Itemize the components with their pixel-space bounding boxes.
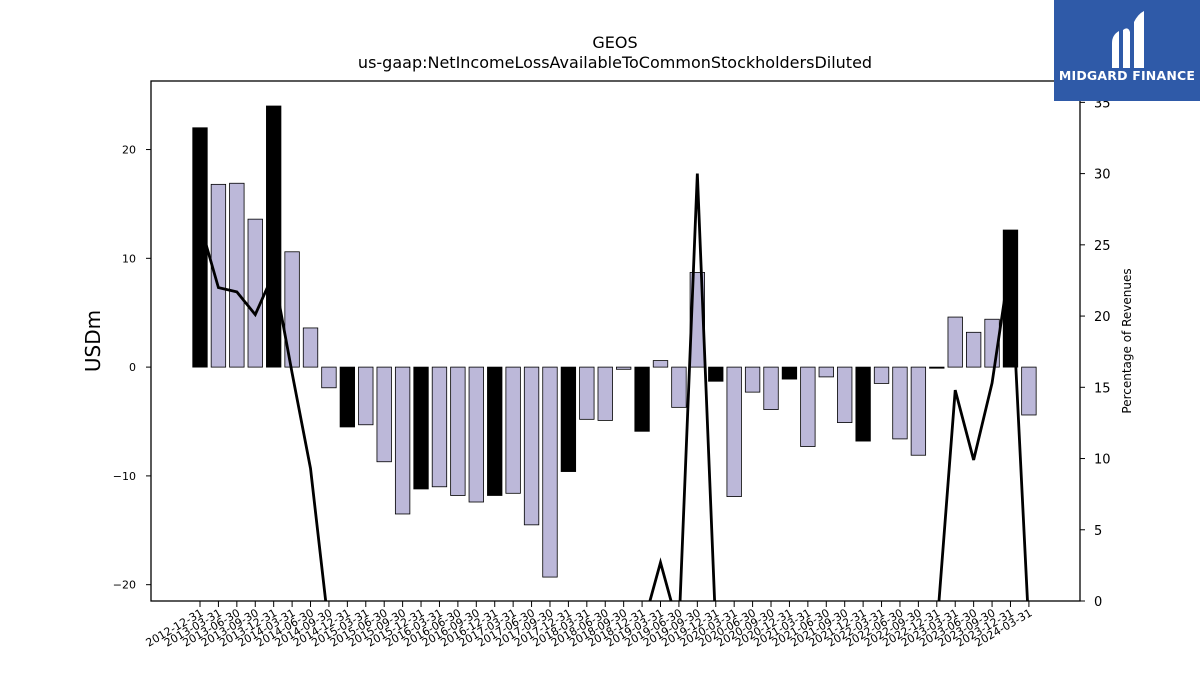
bar-2023-03-31 (947, 316, 963, 368)
bar-2019-12-31 (708, 366, 724, 382)
y2-tick-label: 0 (1094, 595, 1102, 610)
y2-tick-label: 20 (1094, 310, 1111, 325)
bar-2024-03-31 (1021, 366, 1037, 416)
bar-2020-03-31 (726, 366, 742, 497)
y2-tick-label: 5 (1094, 524, 1102, 539)
midgard-logo-icon (1112, 11, 1144, 68)
bar-2022-03-31 (873, 366, 890, 384)
y-tick-label: 0 (129, 361, 136, 374)
bar-2019-03-31 (652, 360, 669, 368)
bar-2022-12-31 (929, 366, 945, 369)
plot-frame (150, 80, 1081, 602)
bar-2023-06-30 (965, 331, 982, 368)
y2-tick-label: 25 (1094, 239, 1111, 254)
bar-2015-09-30 (394, 366, 411, 515)
chart-subtitle: us-gaap:NetIncomeLossAvailableToCommonSt… (358, 53, 872, 72)
y-tick-label: 20 (122, 144, 136, 157)
bar-2017-12-31 (560, 366, 577, 472)
bar-2014-09-30 (321, 366, 337, 389)
bar-2014-12-31 (339, 366, 356, 428)
bar-2021-03-31 (800, 366, 816, 447)
bar-2016-12-31 (487, 366, 503, 496)
bar-2022-06-30 (892, 366, 908, 440)
brand-name: MIDGARD FINANCE (1058, 68, 1196, 83)
y-tick-label: 10 (122, 252, 136, 265)
y2-axis-label: Percentage of Revenues (1120, 268, 1134, 413)
bar-2018-12-31 (634, 366, 650, 432)
bar-2018-09-30 (616, 366, 632, 370)
bar-2014-06-30 (302, 327, 319, 368)
y2-tick-label: 10 (1094, 453, 1111, 468)
bar-2015-03-31 (358, 366, 374, 426)
y-tick-label: −20 (113, 579, 136, 592)
bar-2013-03-31 (210, 183, 227, 368)
bar-2016-03-31 (431, 366, 448, 488)
brand-logo: MIDGARD FINANCE (1054, 0, 1200, 101)
bar-2016-06-30 (450, 366, 466, 496)
chart-title: GEOS (592, 33, 637, 52)
bar-2021-12-31 (855, 366, 871, 442)
y-tick-label: −10 (113, 470, 136, 483)
bar-2017-03-31 (505, 366, 521, 494)
bar-2021-06-30 (818, 366, 834, 378)
bar-2020-09-30 (763, 366, 779, 410)
bar-2013-12-31 (266, 105, 282, 368)
bar-2015-12-31 (413, 366, 429, 490)
bar-2013-09-30 (247, 218, 263, 368)
bar-2013-06-30 (229, 182, 245, 368)
axes: −20−1001020051015202530352012-12-312013-… (113, 96, 1111, 649)
bar-2017-06-30 (523, 366, 540, 526)
y2-tick-label: 30 (1094, 168, 1111, 183)
bar-2018-06-30 (597, 366, 613, 421)
bar-2015-06-30 (376, 366, 392, 463)
bar-2022-09-30 (910, 366, 927, 456)
bar-2016-09-30 (468, 366, 484, 503)
bar-2021-09-30 (837, 366, 853, 423)
plot-area (192, 105, 1037, 601)
y-axis-label: USDm (81, 310, 105, 372)
bar-2020-12-31 (781, 366, 798, 380)
bar-2018-03-31 (579, 366, 595, 420)
bar-2012-12-31 (192, 127, 208, 368)
bar-2019-06-30 (671, 366, 687, 408)
bar-2020-06-30 (744, 366, 761, 393)
bar-2017-09-30 (542, 366, 558, 578)
y2-tick-label: 15 (1094, 381, 1111, 396)
